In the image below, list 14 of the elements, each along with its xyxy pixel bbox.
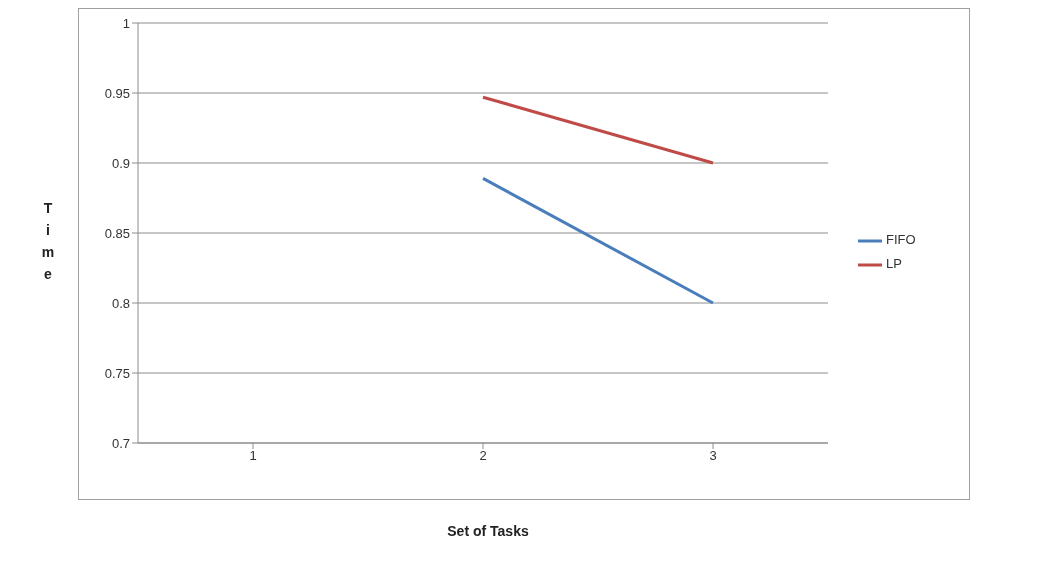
y-tick-label: 0.8 <box>111 295 130 311</box>
y-tick-label: 0.75 <box>104 365 130 381</box>
y-tick-label: 0.9 <box>111 155 130 171</box>
legend-label: FIFO <box>886 232 916 248</box>
legend-label: LP <box>886 256 902 272</box>
x-tick-label: 1 <box>249 448 257 464</box>
y-tick-label: 0.95 <box>104 85 130 101</box>
y-tick-label: 0.7 <box>111 435 130 451</box>
y-axis-title: Time <box>41 200 55 282</box>
x-axis-title: Set of Tasks <box>446 523 530 539</box>
y-tick-label: 1 <box>122 15 130 31</box>
y-tick-label: 0.85 <box>104 225 130 241</box>
x-tick-label: 2 <box>479 448 487 464</box>
x-tick-label: 3 <box>709 448 717 464</box>
